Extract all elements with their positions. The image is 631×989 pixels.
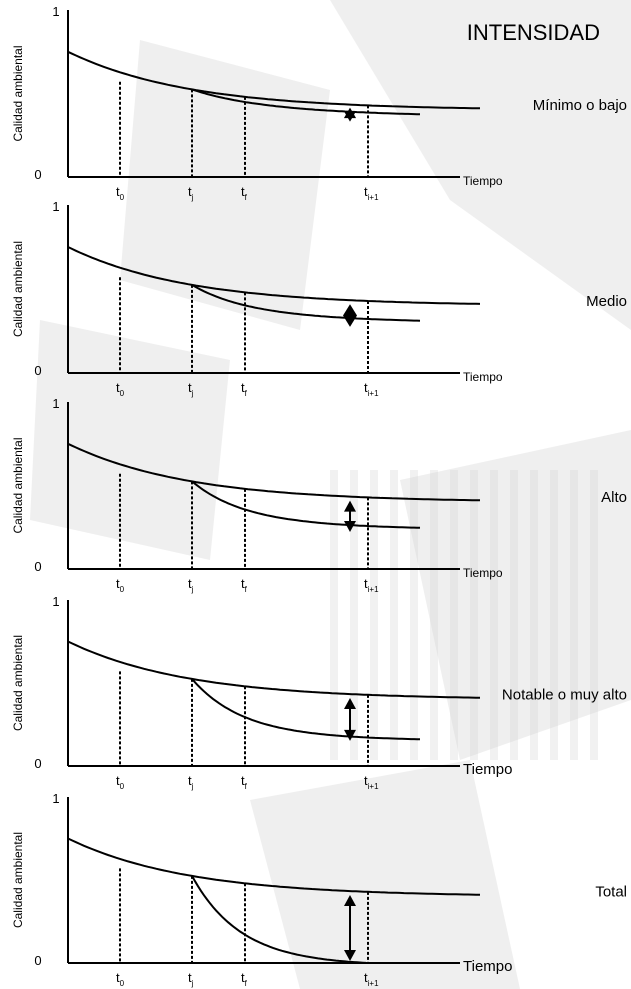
y-axis-label: Calidad ambiental: [11, 45, 25, 141]
baseline-curve: [67, 442, 481, 502]
time-mark-label: tj: [188, 773, 194, 791]
arrow-head-up: [343, 304, 357, 316]
y-tick-top: 1: [52, 199, 59, 214]
baseline-curve: [67, 246, 481, 305]
y-axis-label: Calidad ambiental: [11, 437, 25, 533]
y-axis-label: Calidad ambiental: [11, 832, 25, 928]
intensity-level-label: Medio: [586, 293, 627, 310]
arrow-head-down: [343, 315, 357, 327]
texture-stripe: [550, 470, 558, 760]
time-mark-label: tf: [241, 576, 248, 594]
texture-stripe: [510, 470, 518, 760]
time-mark-label: t0: [116, 970, 125, 988]
y-tick-bottom: 0: [34, 559, 41, 574]
texture-stripe: [350, 470, 358, 760]
texture-shape: [250, 760, 520, 989]
impact-curve: [191, 284, 421, 322]
time-mark-label: tj: [188, 576, 194, 594]
texture-stripe: [370, 470, 378, 760]
panel-3: Calidad ambiental 1 0 t0 tj tf ti+1 Tiempo Alto: [11, 396, 627, 594]
intensity-level-label: Mínimo o bajo: [533, 97, 627, 114]
baseline-curve: [67, 640, 480, 699]
intensity-level-label: Total: [595, 884, 627, 901]
texture-stripe: [450, 470, 458, 760]
time-mark-label: t0: [116, 380, 125, 398]
intensity-level-label: Alto: [601, 489, 627, 506]
baseline-curve: [67, 50, 481, 110]
y-tick-top: 1: [52, 4, 59, 19]
texture-stripe: [570, 470, 578, 760]
time-mark-label: tf: [241, 184, 248, 202]
baseline-curve: [67, 837, 480, 896]
impact-curve: [191, 678, 421, 741]
time-mark-label: tf: [241, 380, 248, 398]
x-axis-label: Tiempo: [463, 761, 512, 778]
texture-stripe: [390, 470, 398, 760]
texture-shape: [330, 0, 631, 330]
texture-stripe: [590, 470, 598, 760]
texture-stripe: [410, 470, 418, 760]
panel-2: Calidad ambiental 1 0 t0 tj tf ti+1 Tiempo Medio: [11, 199, 627, 398]
texture-shape: [30, 320, 230, 560]
panel-4: Calidad ambiental 1 0 t0 tj tf ti+1 Tiempo Notab…: [11, 594, 627, 791]
time-mark-label: ti+1: [364, 773, 379, 791]
x-axis-label: Tiempo: [463, 370, 503, 384]
texture-stripe: [490, 470, 498, 760]
texture-shape: [400, 430, 631, 760]
x-axis-label: Tiempo: [463, 174, 503, 188]
y-tick-bottom: 0: [34, 756, 41, 771]
impact-curve: [191, 875, 420, 964]
y-tick-bottom: 0: [34, 363, 41, 378]
time-mark-label: ti+1: [364, 576, 379, 594]
time-mark-label: ti+1: [364, 970, 379, 988]
texture-stripe: [470, 470, 478, 760]
time-mark-label: t0: [116, 773, 125, 791]
time-mark-label: ti+1: [364, 184, 379, 202]
arrow-head-down: [344, 950, 356, 961]
arrow-head-up: [344, 895, 356, 907]
time-mark-label: tj: [188, 970, 194, 988]
time-mark-label: t0: [116, 576, 125, 594]
x-axis-label: Tiempo: [463, 958, 512, 975]
y-tick-top: 1: [52, 396, 59, 411]
time-mark-label: t0: [116, 184, 125, 202]
time-mark-label: ti+1: [364, 380, 379, 398]
y-tick-bottom: 0: [34, 167, 41, 182]
arrow-head-up: [344, 698, 356, 710]
impact-curve: [191, 88, 421, 116]
star-indicator: [343, 111, 357, 122]
arrow-head-up: [344, 500, 356, 512]
y-axis-label: Calidad ambiental: [11, 635, 25, 731]
time-mark-label: tj: [188, 380, 194, 398]
intensity-level-label: Notable o muy alto: [502, 687, 627, 704]
figure-title: INTENSIDAD: [467, 20, 600, 45]
texture-stripe: [530, 470, 538, 760]
arrow-head-down: [344, 729, 356, 741]
y-tick-top: 1: [52, 594, 59, 609]
texture-stripe: [330, 470, 338, 760]
y-tick-top: 1: [52, 791, 59, 806]
y-tick-bottom: 0: [34, 953, 41, 968]
impact-curve: [191, 480, 421, 529]
panel-5: Calidad ambiental 1 0 t0 tj tf ti+1 Tiempo Total: [11, 791, 627, 988]
arrow-head-down: [344, 521, 356, 533]
time-mark-label: tj: [188, 184, 194, 202]
y-axis-label: Calidad ambiental: [11, 241, 25, 337]
time-mark-label: tf: [241, 773, 248, 791]
texture-shape: [120, 40, 330, 330]
time-mark-label: tf: [241, 970, 248, 988]
x-axis-label: Tiempo: [463, 566, 503, 580]
panel-1: Calidad ambiental 1 0 t0 tj tf ti+1 Tiempo Mínim…: [11, 4, 627, 202]
texture-stripe: [430, 470, 438, 760]
